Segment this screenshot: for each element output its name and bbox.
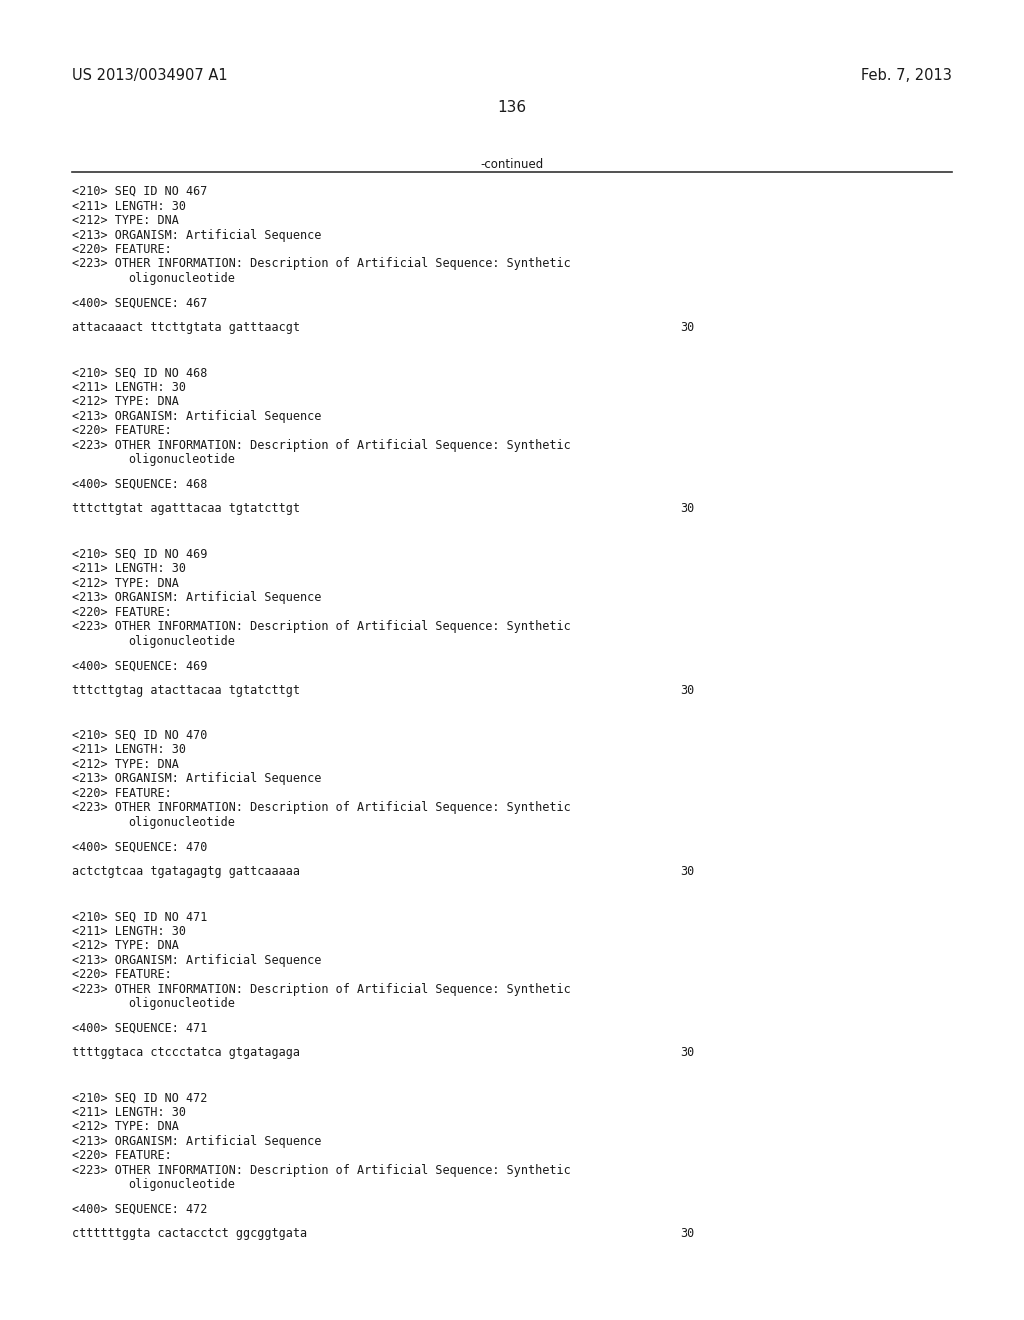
- Text: <220> FEATURE:: <220> FEATURE:: [72, 968, 172, 981]
- Text: <223> OTHER INFORMATION: Description of Artificial Sequence: Synthetic: <223> OTHER INFORMATION: Description of …: [72, 257, 570, 271]
- Text: oligonucleotide: oligonucleotide: [128, 635, 234, 648]
- Text: <210> SEQ ID NO 467: <210> SEQ ID NO 467: [72, 185, 208, 198]
- Text: <220> FEATURE:: <220> FEATURE:: [72, 424, 172, 437]
- Text: <213> ORGANISM: Artificial Sequence: <213> ORGANISM: Artificial Sequence: [72, 1135, 322, 1148]
- Text: <211> LENGTH: 30: <211> LENGTH: 30: [72, 925, 186, 937]
- Text: <210> SEQ ID NO 470: <210> SEQ ID NO 470: [72, 729, 208, 742]
- Text: <212> TYPE: DNA: <212> TYPE: DNA: [72, 758, 179, 771]
- Text: <223> OTHER INFORMATION: Description of Artificial Sequence: Synthetic: <223> OTHER INFORMATION: Description of …: [72, 438, 570, 451]
- Text: 30: 30: [680, 321, 694, 334]
- Text: <220> FEATURE:: <220> FEATURE:: [72, 1150, 172, 1163]
- Text: <220> FEATURE:: <220> FEATURE:: [72, 787, 172, 800]
- Text: 30: 30: [680, 684, 694, 697]
- Text: US 2013/0034907 A1: US 2013/0034907 A1: [72, 69, 227, 83]
- Text: <211> LENGTH: 30: <211> LENGTH: 30: [72, 380, 186, 393]
- Text: <220> FEATURE:: <220> FEATURE:: [72, 243, 172, 256]
- Text: <210> SEQ ID NO 468: <210> SEQ ID NO 468: [72, 366, 208, 379]
- Text: tttcttgtag atacttacaa tgtatcttgt: tttcttgtag atacttacaa tgtatcttgt: [72, 684, 300, 697]
- Text: <223> OTHER INFORMATION: Description of Artificial Sequence: Synthetic: <223> OTHER INFORMATION: Description of …: [72, 801, 570, 814]
- Text: 30: 30: [680, 865, 694, 878]
- Text: <400> SEQUENCE: 469: <400> SEQUENCE: 469: [72, 659, 208, 672]
- Text: <210> SEQ ID NO 469: <210> SEQ ID NO 469: [72, 548, 208, 561]
- Text: <213> ORGANISM: Artificial Sequence: <213> ORGANISM: Artificial Sequence: [72, 953, 322, 966]
- Text: <213> ORGANISM: Artificial Sequence: <213> ORGANISM: Artificial Sequence: [72, 409, 322, 422]
- Text: <400> SEQUENCE: 472: <400> SEQUENCE: 472: [72, 1203, 208, 1216]
- Text: <212> TYPE: DNA: <212> TYPE: DNA: [72, 214, 179, 227]
- Text: <211> LENGTH: 30: <211> LENGTH: 30: [72, 562, 186, 576]
- Text: ttttggtaca ctccctatca gtgatagaga: ttttggtaca ctccctatca gtgatagaga: [72, 1047, 300, 1059]
- Text: oligonucleotide: oligonucleotide: [128, 997, 234, 1010]
- Text: <213> ORGANISM: Artificial Sequence: <213> ORGANISM: Artificial Sequence: [72, 772, 322, 785]
- Text: 30: 30: [680, 503, 694, 515]
- Text: <210> SEQ ID NO 471: <210> SEQ ID NO 471: [72, 911, 208, 923]
- Text: oligonucleotide: oligonucleotide: [128, 1179, 234, 1192]
- Text: <400> SEQUENCE: 470: <400> SEQUENCE: 470: [72, 841, 208, 854]
- Text: <212> TYPE: DNA: <212> TYPE: DNA: [72, 940, 179, 952]
- Text: 30: 30: [680, 1228, 694, 1241]
- Text: <223> OTHER INFORMATION: Description of Artificial Sequence: Synthetic: <223> OTHER INFORMATION: Description of …: [72, 982, 570, 995]
- Text: actctgtcaa tgatagagtg gattcaaaaa: actctgtcaa tgatagagtg gattcaaaaa: [72, 865, 300, 878]
- Text: <212> TYPE: DNA: <212> TYPE: DNA: [72, 395, 179, 408]
- Text: <223> OTHER INFORMATION: Description of Artificial Sequence: Synthetic: <223> OTHER INFORMATION: Description of …: [72, 1164, 570, 1177]
- Text: tttcttgtat agatttacaa tgtatcttgt: tttcttgtat agatttacaa tgtatcttgt: [72, 503, 300, 515]
- Text: <400> SEQUENCE: 471: <400> SEQUENCE: 471: [72, 1022, 208, 1035]
- Text: <220> FEATURE:: <220> FEATURE:: [72, 606, 172, 619]
- Text: <213> ORGANISM: Artificial Sequence: <213> ORGANISM: Artificial Sequence: [72, 228, 322, 242]
- Text: attacaaact ttcttgtata gatttaacgt: attacaaact ttcttgtata gatttaacgt: [72, 321, 300, 334]
- Text: Feb. 7, 2013: Feb. 7, 2013: [861, 69, 952, 83]
- Text: 30: 30: [680, 1047, 694, 1059]
- Text: <210> SEQ ID NO 472: <210> SEQ ID NO 472: [72, 1092, 208, 1105]
- Text: <400> SEQUENCE: 467: <400> SEQUENCE: 467: [72, 297, 208, 309]
- Text: <400> SEQUENCE: 468: <400> SEQUENCE: 468: [72, 478, 208, 491]
- Text: <212> TYPE: DNA: <212> TYPE: DNA: [72, 1121, 179, 1134]
- Text: -continued: -continued: [480, 158, 544, 172]
- Text: oligonucleotide: oligonucleotide: [128, 453, 234, 466]
- Text: <223> OTHER INFORMATION: Description of Artificial Sequence: Synthetic: <223> OTHER INFORMATION: Description of …: [72, 620, 570, 634]
- Text: <211> LENGTH: 30: <211> LENGTH: 30: [72, 1106, 186, 1119]
- Text: cttttttggta cactacctct ggcggtgata: cttttttggta cactacctct ggcggtgata: [72, 1228, 307, 1241]
- Text: oligonucleotide: oligonucleotide: [128, 272, 234, 285]
- Text: <211> LENGTH: 30: <211> LENGTH: 30: [72, 199, 186, 213]
- Text: 136: 136: [498, 100, 526, 115]
- Text: <213> ORGANISM: Artificial Sequence: <213> ORGANISM: Artificial Sequence: [72, 591, 322, 605]
- Text: <212> TYPE: DNA: <212> TYPE: DNA: [72, 577, 179, 590]
- Text: oligonucleotide: oligonucleotide: [128, 816, 234, 829]
- Text: <211> LENGTH: 30: <211> LENGTH: 30: [72, 743, 186, 756]
